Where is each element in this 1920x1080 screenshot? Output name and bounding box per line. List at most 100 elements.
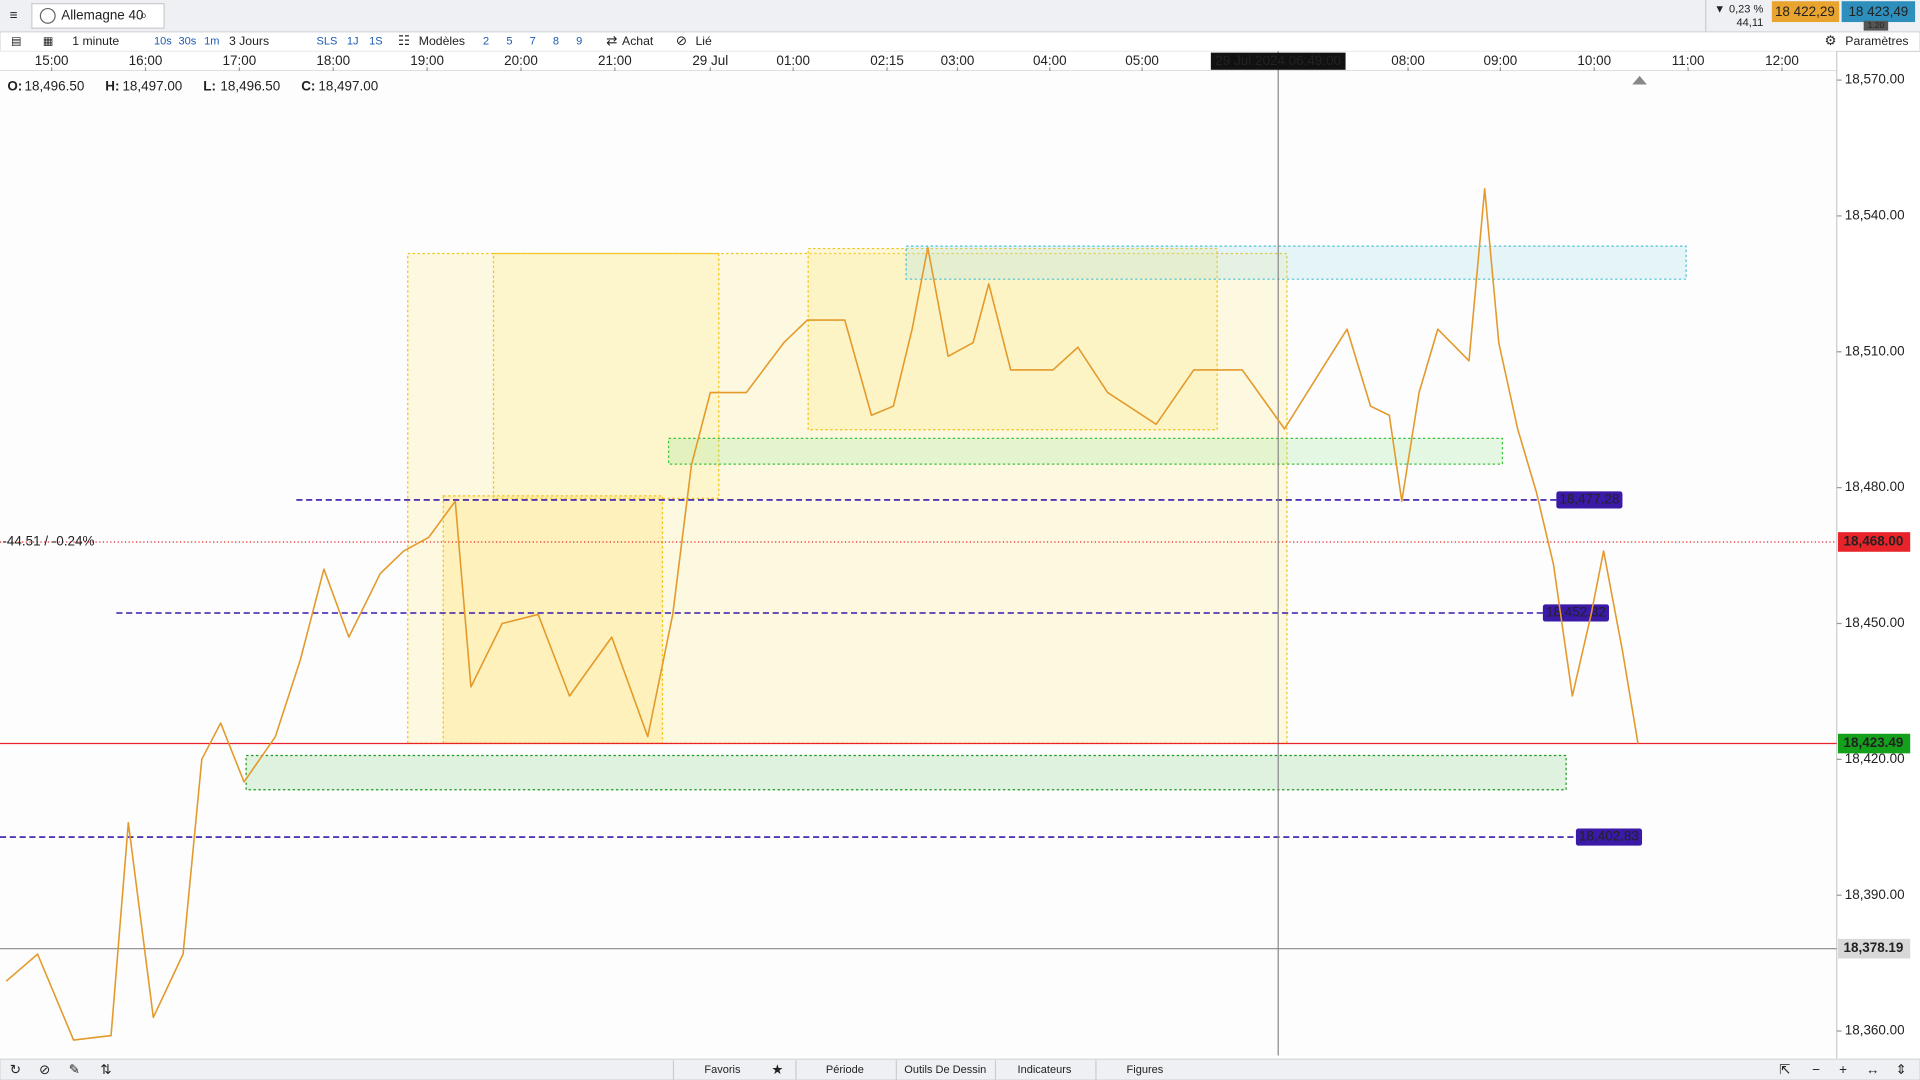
x-tick-label: 21:00 xyxy=(598,53,632,68)
last-price-label: 18,423.49 xyxy=(1844,735,1904,750)
buy[interactable]: Achat xyxy=(622,34,654,48)
icon[interactable]: ▤ xyxy=(11,36,21,48)
interval-button[interactable]: 10s xyxy=(154,36,172,48)
icon[interactable]: ✎ xyxy=(69,1062,80,1077)
ohlc-value: 18,497.00 xyxy=(122,79,182,94)
y-tick-label: 18,510.00 xyxy=(1845,343,1905,358)
reference-tag xyxy=(1837,532,1911,552)
bottom-tab[interactable]: Période xyxy=(826,1064,864,1076)
bottom-tab[interactable]: Favoris xyxy=(704,1064,741,1076)
crosshair-price-tag xyxy=(1837,938,1911,959)
icon: ⇄ xyxy=(606,33,617,48)
x-tick-label: 15:00 xyxy=(35,53,69,68)
zone[interactable] xyxy=(667,437,1504,465)
range-button[interactable]: 1J xyxy=(347,36,359,48)
time-axis-bg xyxy=(0,51,1837,72)
level-label: 18,452.32 xyxy=(1546,605,1606,620)
icon[interactable]: ⇅ xyxy=(100,1062,111,1077)
crosshair-time-tag xyxy=(1210,52,1346,70)
icon[interactable]: ▦ xyxy=(43,36,53,48)
interval-button[interactable]: 1m xyxy=(204,36,219,48)
ohlc-label: L: xyxy=(203,79,216,94)
crosshair-price: 18,378.19 xyxy=(1844,940,1904,955)
reference-label: 18,468.00 xyxy=(1844,534,1904,549)
x-tick-label: 17:00 xyxy=(223,53,257,68)
bottom-tab[interactable]: Figures xyxy=(1127,1064,1164,1076)
x-tick-label: 08:00 xyxy=(1391,53,1425,68)
icon xyxy=(39,7,56,24)
instrument: Allemagne 40 xyxy=(61,7,143,22)
reference-annotation: -44.51 / -0.24% xyxy=(2,534,94,549)
range-button[interactable]: SLS xyxy=(317,36,338,48)
ask-button[interactable] xyxy=(1841,1,1916,23)
icon: ⊘ xyxy=(676,33,687,48)
bid: 18 422,29 xyxy=(1775,4,1835,19)
y-tick-label: 18,390.00 xyxy=(1845,887,1905,902)
menu-icon[interactable]: ≡ xyxy=(10,7,18,22)
interval[interactable]: 1 minute xyxy=(72,34,119,48)
ask: 18 423,49 xyxy=(1848,4,1908,19)
layout-button[interactable]: 9 xyxy=(576,36,582,48)
toolbar-row xyxy=(0,31,1920,53)
y-tick-label: 18,570.00 xyxy=(1845,72,1905,87)
x-tick-label: 04:00 xyxy=(1033,53,1067,68)
icon[interactable]: ⇱ xyxy=(1779,1062,1790,1077)
bottom-tab[interactable]: Outils De Dessin xyxy=(904,1064,986,1076)
zone[interactable] xyxy=(407,252,1288,744)
zone[interactable] xyxy=(245,754,1567,791)
instrument-box[interactable] xyxy=(31,3,165,29)
bottom-tab[interactable]: Indicateurs xyxy=(1018,1064,1072,1076)
change-arrow: ▼ xyxy=(1714,4,1725,16)
level-tag xyxy=(1575,828,1643,846)
icon[interactable]: ↻ xyxy=(10,1062,21,1077)
zone[interactable] xyxy=(905,245,1687,280)
icon: ⚙ xyxy=(1824,33,1836,48)
y-tick-label: 18,480.00 xyxy=(1845,479,1905,494)
y-tick-label: 18,420.00 xyxy=(1845,751,1905,766)
change-abs: 44,11 xyxy=(1737,17,1764,29)
spread: 1.20 xyxy=(1868,20,1885,30)
x-tick-label: 01:00 xyxy=(776,53,810,68)
zones xyxy=(245,245,1687,791)
level-label: 18,402.83 xyxy=(1579,829,1639,844)
bid-button[interactable] xyxy=(1771,1,1840,23)
level-label: 18,477.28 xyxy=(1559,492,1619,507)
layout-button[interactable]: 2 xyxy=(483,36,489,48)
level-tag xyxy=(1556,491,1623,509)
x-tick-label: 29 Jul xyxy=(692,53,728,68)
change-pct: 0,23 % xyxy=(1729,4,1764,16)
range[interactable]: 3 Jours xyxy=(229,34,269,48)
spread-box xyxy=(1863,20,1889,31)
search-icon[interactable]: ⌕ xyxy=(140,7,148,22)
linked[interactable]: Lié xyxy=(696,34,713,48)
zone[interactable] xyxy=(442,495,664,744)
ohlc-label: O: xyxy=(7,79,22,94)
y-tick-label: 18,360.00 xyxy=(1845,1023,1905,1038)
icon[interactable]: ↔ xyxy=(1866,1062,1879,1077)
templates[interactable]: Modèles xyxy=(419,34,465,48)
x-tick-label: 05:00 xyxy=(1125,53,1159,68)
bottom-bar xyxy=(0,1058,1920,1080)
icon[interactable]: + xyxy=(1839,1062,1847,1077)
x-tick-label: 16:00 xyxy=(129,53,163,68)
scroll-marker[interactable] xyxy=(1632,75,1647,85)
price-line xyxy=(5,188,1639,1041)
layout-button[interactable]: 7 xyxy=(530,36,536,48)
icon[interactable]: ⇕ xyxy=(1896,1062,1907,1077)
range-button[interactable]: 1S xyxy=(369,36,382,48)
icon[interactable]: ⊘ xyxy=(39,1062,50,1077)
zone[interactable] xyxy=(492,252,720,499)
icon: ★ xyxy=(771,1062,783,1077)
interval-button[interactable]: 30s xyxy=(178,36,196,48)
last-price-tag xyxy=(1837,733,1911,754)
ohlc-label: H: xyxy=(105,79,119,94)
settings[interactable]: Paramètres xyxy=(1845,34,1908,48)
ohlc-value: 18,496.50 xyxy=(220,79,280,94)
icon[interactable]: − xyxy=(1812,1062,1820,1077)
layout-button[interactable]: 8 xyxy=(553,36,559,48)
x-tick-label: 09:00 xyxy=(1484,53,1518,68)
layout-button[interactable]: 5 xyxy=(506,36,512,48)
x-tick-label: 20:00 xyxy=(504,53,538,68)
